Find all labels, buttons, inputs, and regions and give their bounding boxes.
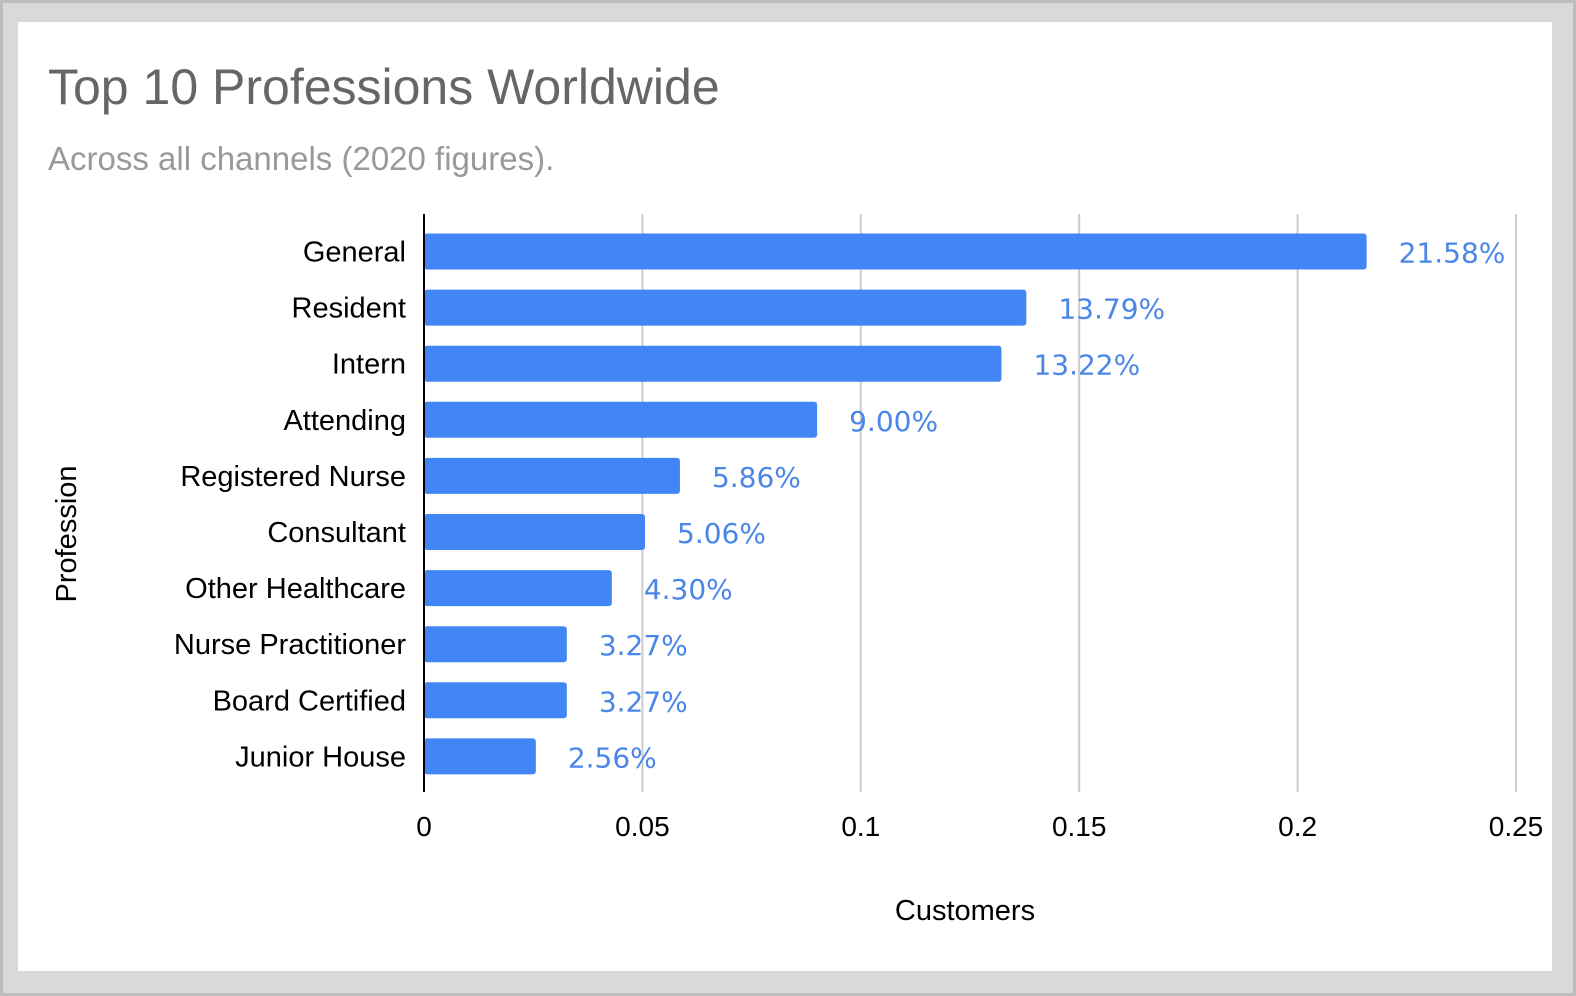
category-label: General <box>303 237 406 269</box>
bar[interactable] <box>424 457 680 494</box>
chart-title: Top 10 Professions Worldwide <box>48 59 720 115</box>
data-label: 9.00% <box>849 405 938 438</box>
data-label: 3.27% <box>599 685 688 718</box>
bar[interactable] <box>424 514 646 550</box>
chart-subtitle: Across all channels (2020 figures). <box>48 140 555 177</box>
data-labels: 21.58% 13.79% 13.22% 9.00% 5.86% 5.06% 4.30% 3.… <box>568 237 1506 775</box>
x-tick-label: 0.15 <box>1052 811 1107 842</box>
category-label: Nurse Practitioner <box>174 629 406 661</box>
bar[interactable] <box>424 289 1027 326</box>
data-label: 5.86% <box>712 461 801 494</box>
category-label: Other Healthcare <box>185 573 406 605</box>
bar[interactable] <box>424 626 567 663</box>
data-label: 5.06% <box>677 517 766 550</box>
data-label: 13.79% <box>1058 293 1165 326</box>
bars <box>424 233 1367 775</box>
data-label: 21.58% <box>1399 237 1506 270</box>
bar[interactable] <box>424 233 1367 270</box>
bar[interactable] <box>424 401 818 438</box>
category-label: Board Certified <box>213 685 406 717</box>
data-label: 2.56% <box>568 741 657 774</box>
bar[interactable] <box>424 570 612 607</box>
bar[interactable] <box>424 738 536 775</box>
bar[interactable] <box>424 345 1002 382</box>
data-label: 13.22% <box>1033 349 1140 382</box>
category-label: Consultant <box>267 517 406 549</box>
data-label: 3.27% <box>599 629 688 662</box>
category-label: Attending <box>283 405 406 437</box>
x-tick-label: 0.1 <box>841 811 880 842</box>
chart-card <box>18 22 1552 971</box>
x-tick-label: 0.25 <box>1489 811 1544 842</box>
bar[interactable] <box>424 682 567 719</box>
x-tick-label: 0.2 <box>1278 811 1317 842</box>
category-label: Resident <box>292 293 406 325</box>
x-tick-label: 0 <box>416 811 432 842</box>
category-label: Registered Nurse <box>180 461 406 493</box>
x-tick-label: 0.05 <box>615 811 670 842</box>
category-labels: General Resident Intern Attending Registered… <box>174 237 406 774</box>
x-axis-title: Customers <box>895 895 1035 927</box>
y-axis-title: Profession <box>51 465 83 602</box>
data-label: 4.30% <box>644 573 733 606</box>
category-label: Junior House <box>235 741 406 773</box>
x-tick-labels: 0 0.05 0.1 0.15 0.2 0.25 <box>416 811 1543 842</box>
category-label: Intern <box>332 349 406 381</box>
